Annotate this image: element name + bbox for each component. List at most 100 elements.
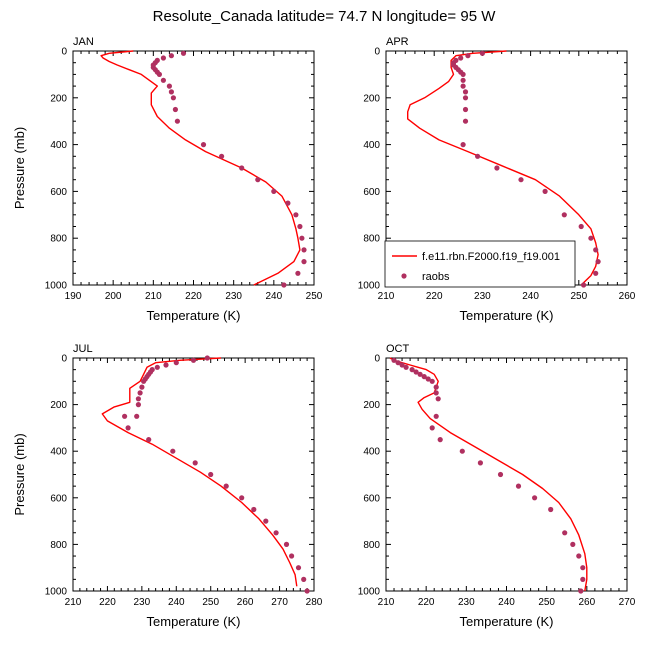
y-tick-label: 800 (363, 234, 380, 245)
raobs-point (437, 437, 443, 443)
model-profile-line (101, 357, 298, 587)
raobs-point (459, 448, 465, 454)
raobs-point (518, 177, 524, 183)
raobs-point (576, 553, 582, 559)
raobs-point (593, 270, 599, 276)
raobs-point (462, 95, 469, 101)
raobs-point (289, 553, 295, 559)
raobs-point (192, 460, 198, 466)
raobs-point (295, 270, 301, 276)
x-tick-label: 220 (99, 597, 116, 608)
raobs-point (281, 282, 287, 288)
raobs-point (595, 259, 601, 265)
x-tick-label: 220 (185, 291, 202, 302)
raobs-point (433, 413, 439, 419)
y-tick-label: 800 (363, 540, 380, 551)
raobs-point (285, 200, 291, 206)
y-tick-label: 1000 (358, 281, 381, 292)
raobs-point (462, 89, 469, 95)
raobs-point (297, 223, 303, 230)
x-tick-label: 270 (619, 597, 636, 608)
raobs-point (497, 471, 504, 478)
raobs-point (170, 95, 176, 101)
y-tick-label: 600 (363, 187, 380, 198)
x-tick-label: 230 (225, 291, 242, 302)
raobs-point (429, 378, 435, 384)
raobs-point (460, 71, 466, 77)
x-tick-label: 220 (426, 291, 443, 302)
y-tick-label: 0 (374, 47, 380, 58)
raobs-point (271, 188, 277, 194)
model-profile-line (100, 50, 301, 286)
raobs-point (301, 576, 307, 583)
raobs-point (156, 71, 162, 77)
y-tick-label: 200 (50, 400, 67, 411)
raobs-point (180, 50, 187, 56)
raobs-point (204, 355, 210, 361)
model-profile-line (407, 50, 599, 286)
raobs-point (391, 357, 397, 363)
x-tick-label: 230 (134, 597, 151, 608)
raobs-point (435, 396, 441, 402)
raobs-point (588, 235, 594, 241)
x-tick-label: 250 (538, 597, 555, 608)
plot-frame (72, 357, 315, 592)
raobs-point (135, 402, 141, 408)
raobs-point (137, 390, 143, 396)
panel-jul: 210 220 230 240 250 260 270 280 0 200 400 600 800 100… (12, 343, 323, 629)
x-tick-label: 230 (474, 291, 491, 302)
raobs-point (399, 362, 405, 368)
raobs-points (122, 355, 310, 594)
raobs-point (395, 360, 401, 366)
raobs-point (239, 495, 245, 501)
raobs-point (172, 106, 178, 113)
raobs-point (578, 223, 584, 230)
legend-obs-label: raobs (422, 271, 450, 283)
raobs-point (593, 247, 599, 253)
raobs-point (429, 425, 435, 431)
raobs-point (154, 364, 160, 370)
raobs-point (190, 357, 197, 363)
raobs-point (458, 55, 464, 61)
panel-title: JUL (73, 343, 93, 355)
y-tick-label: 400 (50, 447, 67, 458)
x-tick-label: 250 (570, 291, 587, 302)
x-axis-label: Temperature (K) (147, 308, 241, 323)
raobs-point (239, 165, 245, 171)
raobs-point (200, 142, 207, 148)
raobs-point (433, 384, 439, 390)
x-tick-label: 260 (237, 597, 254, 608)
y-tick-label: 600 (363, 493, 380, 504)
raobs-point (293, 212, 299, 218)
x-tick-label: 280 (306, 597, 323, 608)
raobs-point (255, 177, 261, 183)
legend-model-label: f.e11.rbn.F2000.f19_f19.001 (422, 251, 560, 263)
raobs-point (580, 565, 586, 571)
y-tick-label: 200 (363, 400, 380, 411)
x-tick-label: 240 (498, 597, 515, 608)
x-axis-label: Temperature (K) (147, 614, 241, 629)
y-tick-label: 400 (50, 140, 67, 151)
raobs-point (134, 413, 140, 419)
raobs-point (479, 50, 485, 56)
raobs-point (168, 53, 174, 59)
y-tick-label: 0 (61, 47, 67, 58)
raobs-point (168, 89, 174, 95)
raobs-point (403, 364, 409, 370)
raobs-points (450, 50, 601, 288)
panel-title: OCT (386, 343, 410, 355)
raobs-point (146, 437, 152, 443)
y-tick-label: 400 (363, 140, 380, 151)
x-tick-label: 210 (145, 291, 162, 302)
raobs-point (460, 142, 466, 148)
x-tick-label: 250 (306, 291, 323, 302)
raobs-point (477, 460, 483, 466)
raobs-point (125, 425, 131, 431)
raobs-point (548, 506, 554, 513)
raobs-point (263, 518, 269, 524)
raobs-point (301, 247, 307, 253)
panel-title: JAN (73, 36, 94, 48)
raobs-point (163, 362, 169, 368)
